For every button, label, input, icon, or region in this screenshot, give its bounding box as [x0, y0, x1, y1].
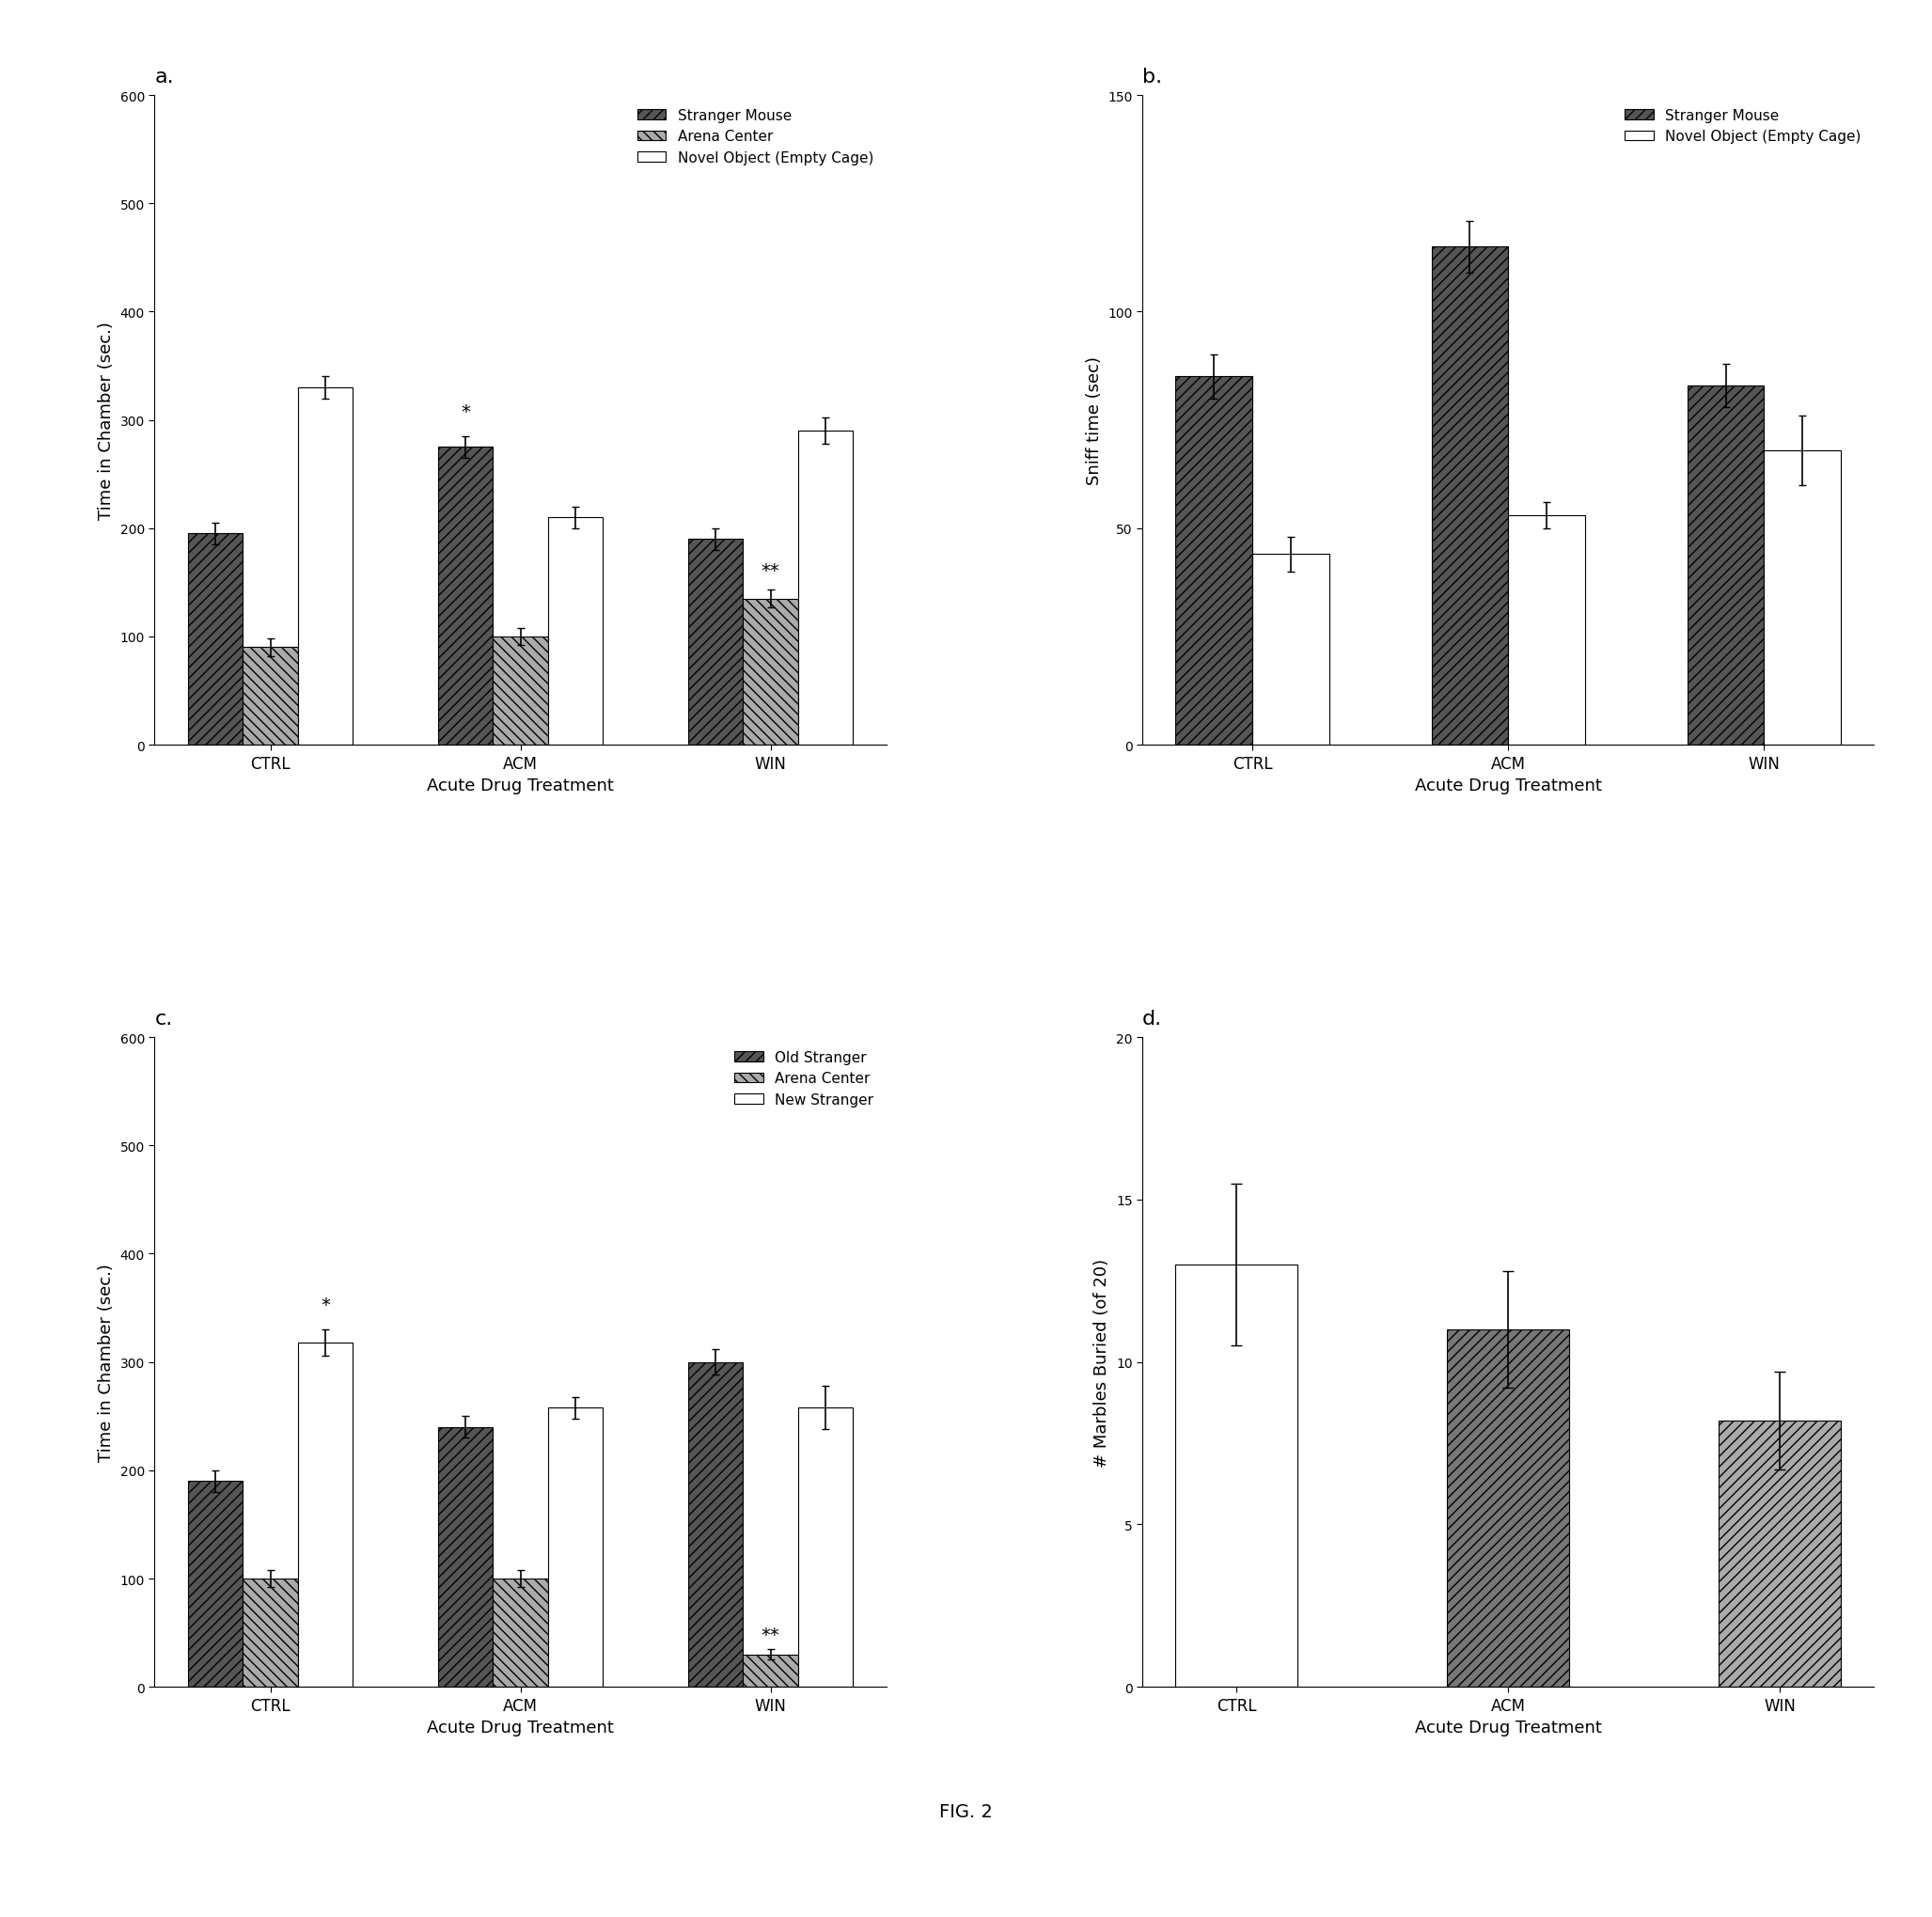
Bar — [1509, 516, 1584, 746]
Bar — [298, 387, 354, 746]
Bar — [1432, 247, 1509, 746]
Text: **: ** — [761, 562, 781, 579]
Bar — [1175, 1265, 1298, 1687]
X-axis label: Acute Drug Treatment: Acute Drug Treatment — [427, 1720, 614, 1735]
Bar — [493, 636, 549, 746]
Bar — [243, 1580, 298, 1687]
Bar — [1764, 450, 1841, 746]
Text: c.: c. — [155, 1010, 172, 1028]
Bar — [439, 449, 493, 746]
Bar — [798, 1407, 854, 1687]
Bar — [1447, 1330, 1569, 1687]
Bar — [688, 539, 744, 746]
Text: b.: b. — [1142, 67, 1163, 86]
Bar — [493, 1580, 549, 1687]
Text: **: ** — [761, 1626, 781, 1643]
Text: a.: a. — [155, 67, 174, 86]
Bar — [243, 648, 298, 746]
Text: FIG. 2: FIG. 2 — [939, 1802, 993, 1821]
Bar — [1252, 554, 1329, 746]
Bar — [744, 1654, 798, 1687]
Bar — [549, 1407, 603, 1687]
Legend: Stranger Mouse, Novel Object (Empty Cage): Stranger Mouse, Novel Object (Empty Cage… — [1619, 104, 1866, 150]
Bar — [439, 1426, 493, 1687]
Y-axis label: # Marbles Buried (of 20): # Marbles Buried (of 20) — [1094, 1258, 1111, 1467]
Y-axis label: Sniff time (sec): Sniff time (sec) — [1086, 357, 1103, 485]
X-axis label: Acute Drug Treatment: Acute Drug Treatment — [1414, 1720, 1602, 1735]
Y-axis label: Time in Chamber (sec.): Time in Chamber (sec.) — [99, 322, 114, 520]
Legend: Stranger Mouse, Arena Center, Novel Object (Empty Cage): Stranger Mouse, Arena Center, Novel Obje… — [632, 104, 879, 171]
Bar — [298, 1342, 354, 1687]
Bar — [1687, 385, 1764, 746]
Text: *: * — [321, 1296, 330, 1313]
Bar — [1175, 378, 1252, 746]
Text: d.: d. — [1142, 1010, 1163, 1028]
X-axis label: Acute Drug Treatment: Acute Drug Treatment — [427, 776, 614, 794]
Text: *: * — [460, 403, 469, 420]
Y-axis label: Time in Chamber (sec.): Time in Chamber (sec.) — [99, 1263, 114, 1461]
Bar — [688, 1363, 744, 1687]
Bar — [798, 431, 854, 746]
Bar — [744, 600, 798, 746]
Legend: Old Stranger, Arena Center, New Stranger: Old Stranger, Arena Center, New Stranger — [728, 1045, 879, 1114]
Bar — [187, 535, 243, 746]
Bar — [549, 518, 603, 746]
Bar — [1719, 1420, 1841, 1687]
X-axis label: Acute Drug Treatment: Acute Drug Treatment — [1414, 776, 1602, 794]
Bar — [187, 1482, 243, 1687]
